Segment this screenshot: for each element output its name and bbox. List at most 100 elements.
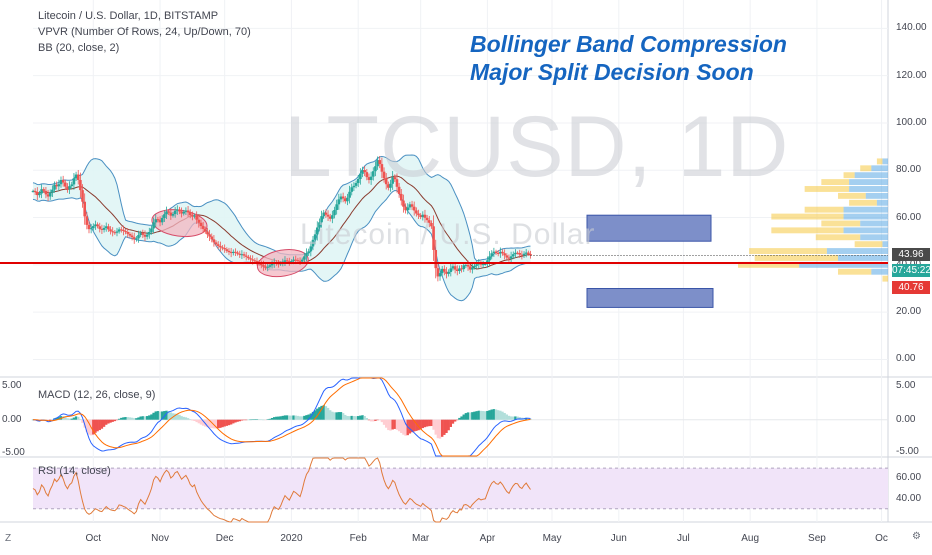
macd-histogram-bar [460,416,463,420]
macd-histogram-bar [471,412,474,420]
bb-legend[interactable]: BB (20, close, 2) [38,42,120,54]
macd-histogram-bar [234,419,237,423]
macd-histogram-bar [225,419,229,426]
macd-histogram-bar [346,415,349,420]
macd-legend[interactable]: MACD (12, 26, close, 9) [38,389,156,401]
candle-body [490,253,494,257]
candle-body [348,191,351,198]
symbol-legend[interactable]: Litecoin / U.S. Dollar, 1D, BITSTAMP [38,10,219,22]
support-price-tag: 40.76 [892,281,930,294]
macd-histogram-bar [273,417,276,420]
candle-body [451,266,455,269]
candle-body [432,226,435,250]
macd-histogram-bar [344,414,347,420]
candle-body [475,264,478,266]
macd-histogram-bar [376,419,379,421]
candle-body [333,209,336,216]
volume-profile-up-bar [843,206,888,213]
macd-histogram-bar [137,417,140,420]
candle-body [389,183,392,188]
candle-body [434,249,438,269]
macd-histogram-bar [365,417,369,420]
macd-histogram-bar [152,412,155,420]
candle-body [126,231,130,234]
macd-histogram-bar [294,415,297,420]
macd-histogram-bar [260,419,263,421]
candle-body [167,211,170,213]
candle-body [341,196,345,199]
candle-body [87,224,91,230]
macd-histogram-bar [167,411,170,420]
macd-histogram-bar [49,419,52,421]
candle-body [72,178,76,185]
macd-histogram-bar [484,411,487,420]
candle-body [522,253,526,256]
candle-body [471,267,474,270]
macd-histogram-bar [145,416,149,420]
time-axis-label: 2020 [280,533,303,544]
candle-body [199,222,203,227]
candle-body [94,224,97,227]
candle-body [488,256,491,261]
time-axis-label: Oc [875,533,888,544]
macd-histogram-bar [331,411,334,420]
candle-body [503,253,506,256]
macd-histogram-bar [369,419,373,422]
price-axis-label: 120.00 [896,69,927,81]
candle-body [365,172,369,178]
macd-histogram-bar [270,417,274,420]
macd-histogram-bar [514,416,517,420]
macd-histogram-bar [51,419,54,421]
volume-profile-up-bar [876,199,888,206]
candle-body [455,269,459,272]
volume-profile-down-bar [838,192,866,199]
macd-histogram-bar [518,417,521,420]
macd-histogram-bar [148,415,151,420]
macd-histogram-bar [251,419,254,421]
macd-histogram-bar [505,414,509,420]
candle-body [354,183,358,186]
macd-histogram-bar [447,419,450,431]
candle-body [356,179,360,184]
macd-histogram-bar [380,419,384,423]
candle-body [309,246,313,252]
candle-body [147,231,151,235]
macd-histogram-bar [333,412,336,420]
candle-body [31,191,35,193]
rsi-legend[interactable]: RSI (14, close) [38,465,111,477]
candle-body [182,211,186,214]
candle-body [501,251,504,254]
vpvr-legend[interactable]: VPVR (Number Of Rows, 24, Up/Down, 70) [38,26,251,38]
timezone-button[interactable]: Z [5,533,12,544]
macd-histogram-bar [430,419,433,427]
macd-histogram-bar [352,416,356,420]
annotation-line-2: Major Split Decision Soon [470,59,754,85]
candle-body [158,220,162,223]
price-axis-label: 140.00 [896,22,927,34]
macd-histogram-bar [135,418,138,420]
candle-body [346,197,349,202]
candle-body [511,254,515,257]
time-axis-label: Nov [151,533,169,544]
volume-profile-down-bar [821,179,850,186]
candle-body [343,198,347,202]
macd-histogram-bar [182,416,185,420]
candle-body [42,189,46,191]
volume-profile-down-bar [771,213,844,220]
macd-histogram-bar [428,419,431,427]
candle-body [180,211,183,214]
candle-body [68,186,71,190]
candle-body [253,260,257,262]
settings-gear-icon[interactable]: ⚙ [912,531,921,542]
macd-histogram-bar [161,411,164,420]
candle-body [38,193,41,196]
macd-histogram-bar [68,418,71,420]
macd-histogram-bar [339,412,343,420]
macd-histogram-bar [473,411,476,420]
time-axis-label: Jun [610,533,627,544]
candle-body [494,251,498,254]
macd-histogram-bar [186,418,190,420]
macd-histogram-bar [173,413,177,420]
candle-body [46,194,50,197]
macd-histogram-bar [372,419,375,422]
